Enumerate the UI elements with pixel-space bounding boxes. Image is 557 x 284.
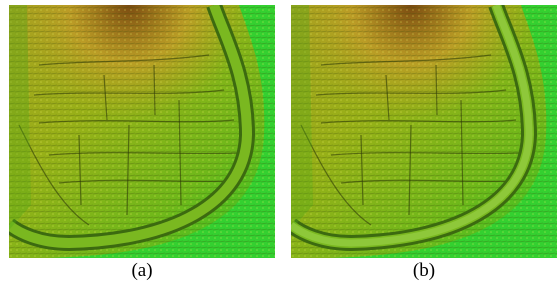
- panel-image: [9, 5, 275, 258]
- panel-caption: (b): [291, 259, 557, 283]
- figure: {"figure": {"panels": [{"label": "(a)"},…: [0, 0, 557, 284]
- panel-caption: (a): [9, 259, 275, 283]
- panel-image: [291, 5, 557, 258]
